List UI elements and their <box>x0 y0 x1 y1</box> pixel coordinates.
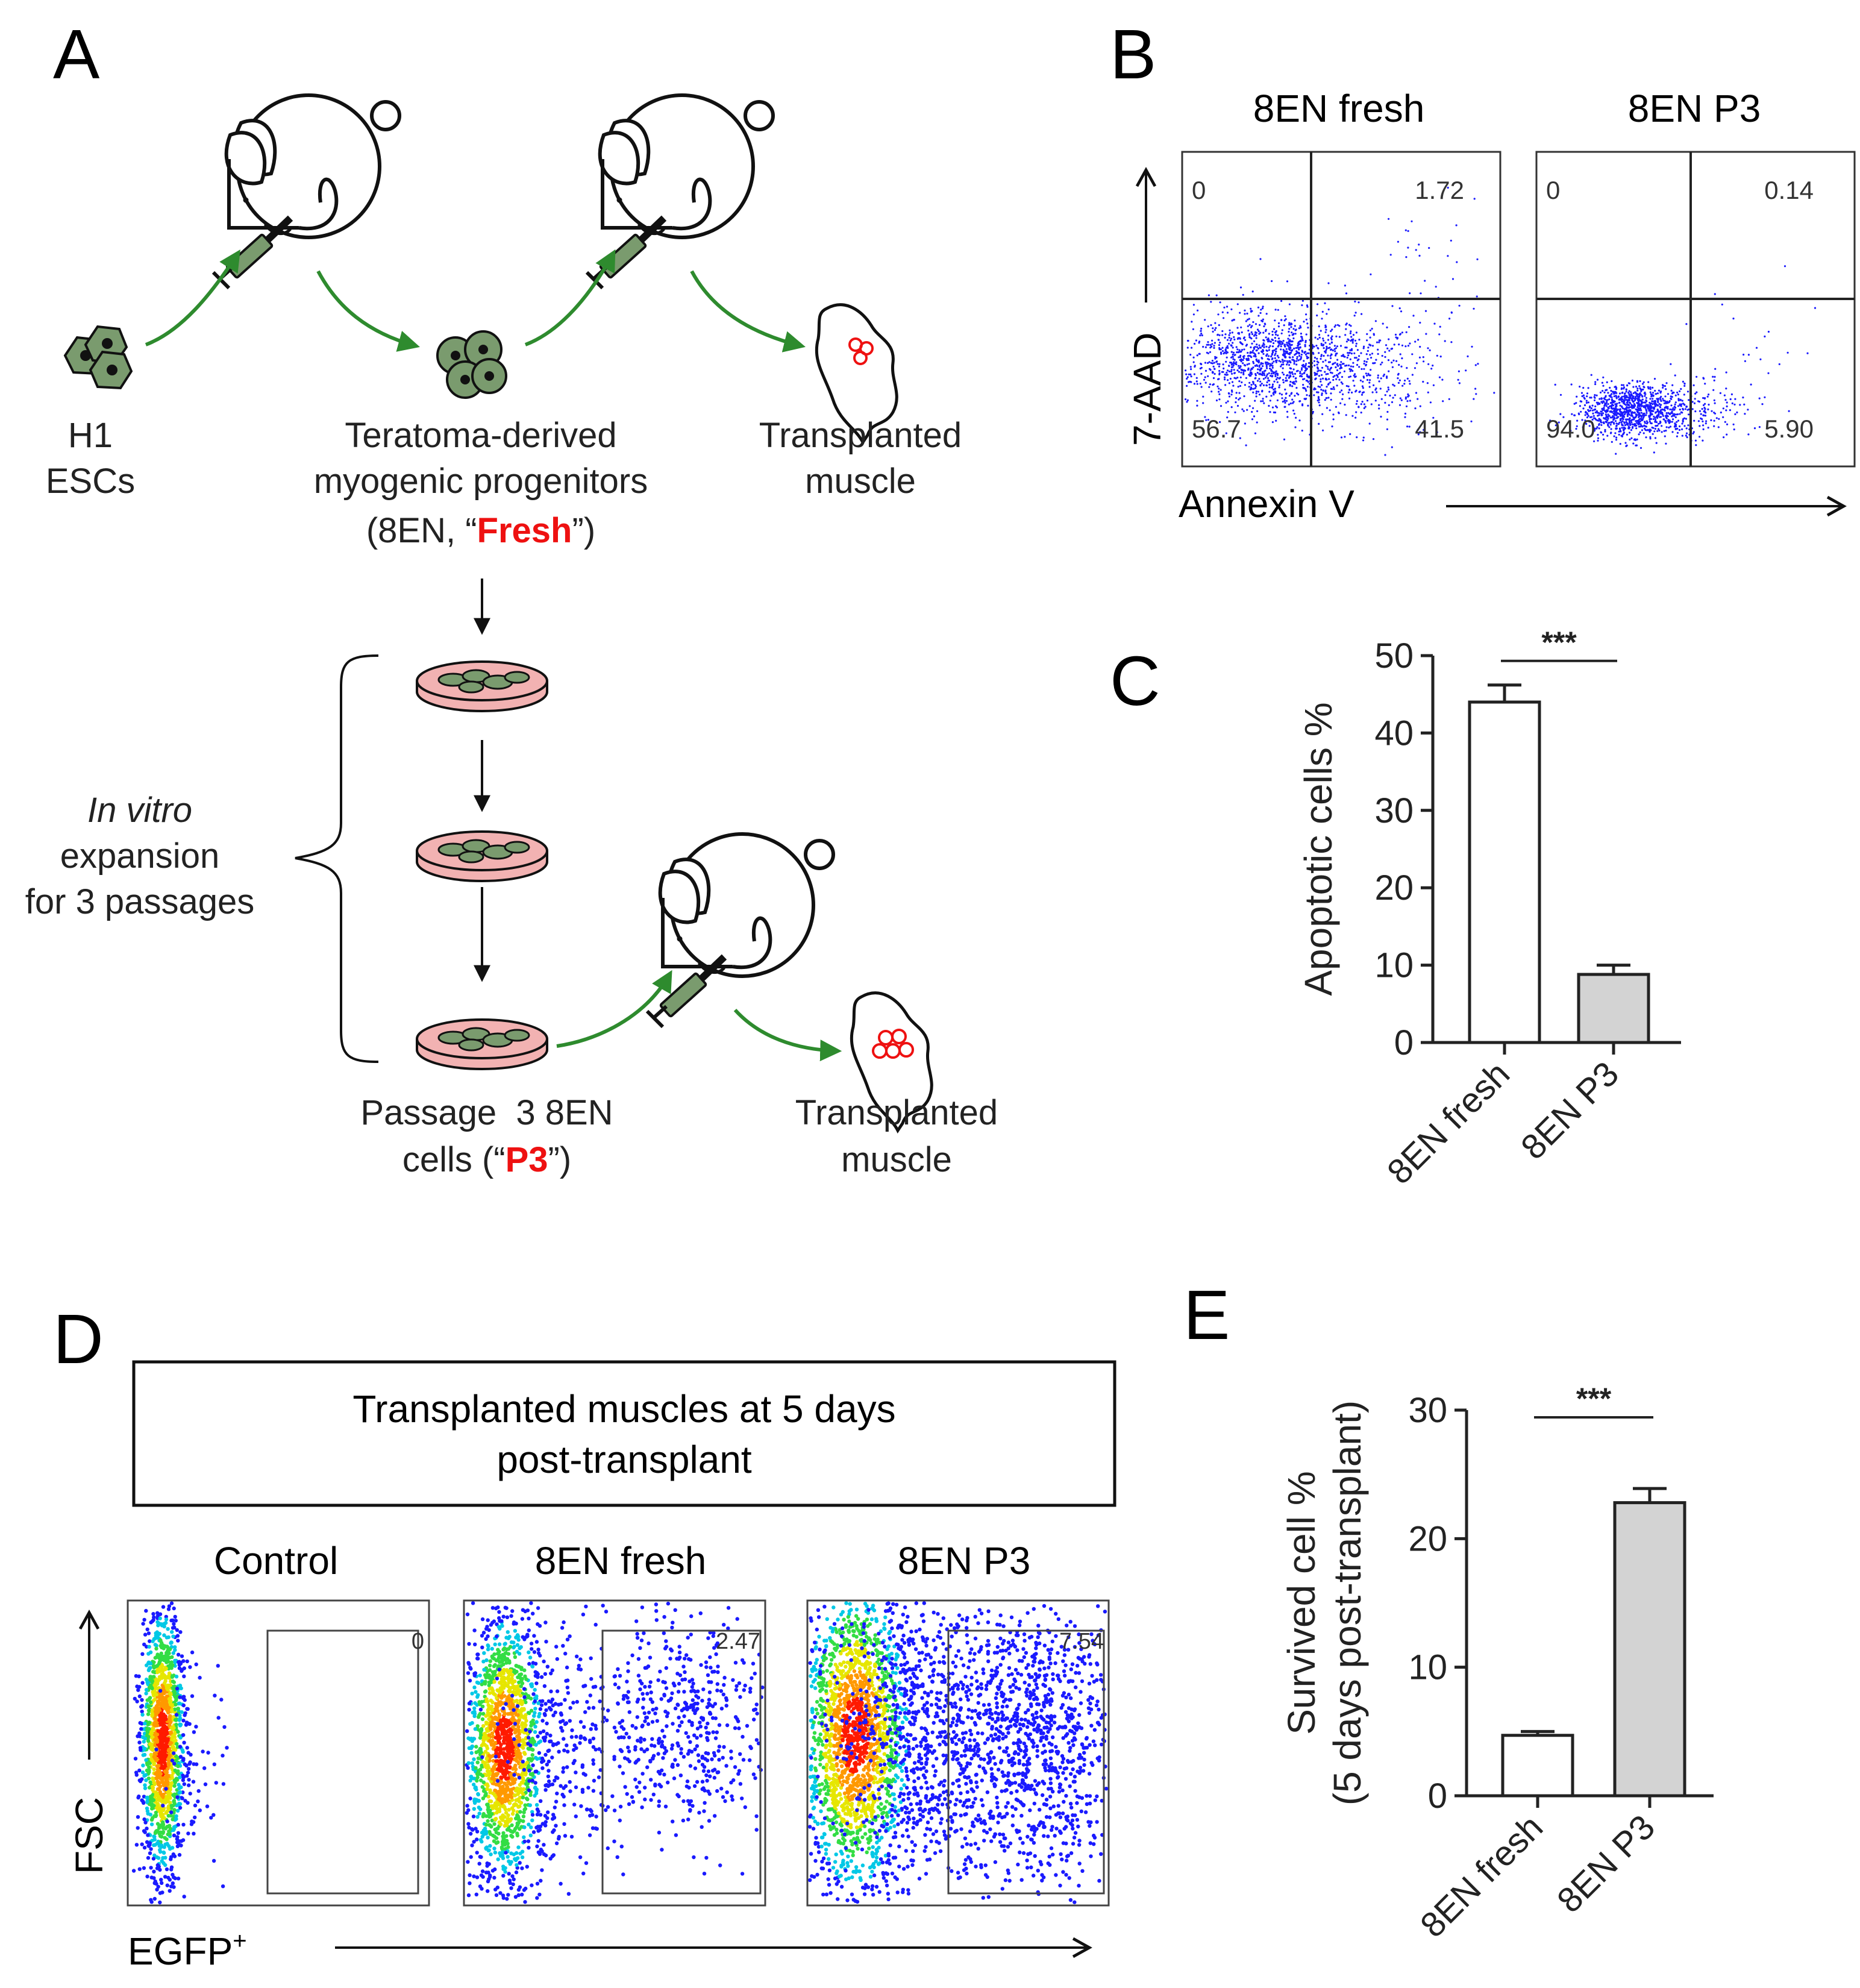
event-dots <box>1549 265 1817 455</box>
flow-title: 8EN fresh <box>535 1539 707 1582</box>
y-tick-label: 10 <box>1408 1648 1447 1687</box>
significance-label: *** <box>1576 1382 1612 1416</box>
quadrant-value: 41.5 <box>1415 415 1464 443</box>
teratoma-label: Teratoma-derived <box>345 416 616 455</box>
flow-plot-egfp-control <box>127 1599 430 1907</box>
flow-plot-egfp-fresh <box>463 1599 766 1907</box>
header-box-text: post-transplant <box>496 1438 752 1481</box>
transplanted-muscle-label: Transplanted <box>759 416 962 455</box>
y-axis-title: (5 days post-transplant) <box>1326 1400 1369 1805</box>
y-tick-label: 10 <box>1374 946 1414 985</box>
expansion-label: for 3 passages <box>25 882 254 921</box>
panel-a-letter: A <box>53 15 100 93</box>
panel-c-letter: C <box>1110 642 1160 720</box>
significance-label: *** <box>1541 626 1577 659</box>
escs-label: ESCs <box>46 462 135 501</box>
header-box-text: Transplanted muscles at 5 days <box>352 1387 895 1431</box>
mouse-icon <box>647 834 833 1027</box>
y-tick-label: 20 <box>1374 868 1414 908</box>
header-box <box>132 1360 1116 1507</box>
event-dots <box>808 1601 1109 1904</box>
quadrant-value: 0.14 <box>1764 176 1814 204</box>
event-dots <box>1185 186 1495 456</box>
green-arrow <box>316 270 420 352</box>
y-axis-label: 7-AAD <box>1126 333 1169 447</box>
x-tick-label: 8EN fresh <box>1413 1807 1550 1945</box>
x-axis-label: Annexin V <box>1179 482 1354 525</box>
progenitor-cells-icon <box>436 330 507 399</box>
y-tick-label: 20 <box>1408 1519 1447 1558</box>
dish-icon <box>416 660 548 712</box>
flow-plot-annexin-p3 <box>1535 151 1856 468</box>
transplanted-muscle-label: muscle <box>841 1140 952 1179</box>
fresh-label: (8EN, “Fresh”) <box>366 511 595 550</box>
dish-icon <box>416 830 548 882</box>
y-axis-title: Survived cell % <box>1280 1471 1323 1735</box>
flow-title: 8EN P3 <box>898 1539 1031 1582</box>
in-vitro-label: In vitro <box>87 791 192 830</box>
y-tick-label: 30 <box>1374 791 1414 830</box>
y-tick-label: 40 <box>1374 713 1414 753</box>
y-tick-label: 0 <box>1394 1023 1414 1062</box>
quadrant-value: 56.7 <box>1192 415 1241 443</box>
event-dots <box>465 1601 765 1904</box>
x-tick-label: 8EN P3 <box>1550 1807 1662 1920</box>
quadrant-value: 94.0 <box>1546 415 1595 443</box>
transplanted-muscle-label: Transplanted <box>795 1093 998 1132</box>
y-tick-label: 30 <box>1408 1391 1447 1430</box>
gate-value: 7.54 <box>1059 1629 1104 1654</box>
x-axis-label: EGFP+ <box>128 1928 247 1973</box>
y-tick-label: 50 <box>1374 636 1414 676</box>
mouse-icon <box>587 95 773 288</box>
mouse-icon <box>213 95 399 288</box>
passage-label: Passage 3 8EN <box>360 1093 613 1132</box>
x-tick-label: 8EN fresh <box>1380 1054 1517 1191</box>
y-axis-title: Apoptotic cells % <box>1297 702 1340 996</box>
flow-title: 8EN P3 <box>1628 87 1761 130</box>
green-arrow <box>145 249 240 346</box>
y-axis-label: FSC <box>67 1797 111 1874</box>
green-arrow <box>733 1008 842 1062</box>
p3-label: cells (“P3”) <box>402 1140 571 1179</box>
bracket <box>295 654 379 1063</box>
quadrant-value: 5.90 <box>1764 415 1814 443</box>
gate-value: 0 <box>412 1629 424 1654</box>
quadrant-value: 0 <box>1546 176 1560 204</box>
quadrant-value: 0 <box>1192 176 1206 204</box>
quadrant-value: 1.72 <box>1415 176 1464 204</box>
panel-e-letter: E <box>1183 1276 1230 1354</box>
green-arrow <box>556 970 672 1048</box>
panel-d-letter: D <box>53 1300 104 1378</box>
bar <box>1577 973 1650 1044</box>
green-arrow <box>524 249 616 346</box>
y-tick-label: 0 <box>1428 1776 1447 1816</box>
esc-cells-icon <box>64 325 133 389</box>
flow-title: 8EN fresh <box>1253 87 1425 130</box>
bar <box>1501 1734 1574 1798</box>
teratoma-label: myogenic progenitors <box>314 462 648 501</box>
flow-title: Control <box>214 1539 338 1582</box>
bar <box>1468 700 1541 1044</box>
green-arrow <box>690 270 806 353</box>
dish-icon <box>416 1018 548 1070</box>
flow-plot-annexin-fresh <box>1181 151 1501 468</box>
transplanted-muscle-label: muscle <box>805 462 916 501</box>
gate-value: 2.47 <box>716 1629 760 1654</box>
expansion-label: expansion <box>60 836 219 876</box>
flow-plot-egfp-p3 <box>806 1599 1110 1907</box>
event-dots <box>131 1601 229 1905</box>
bar <box>1613 1501 1686 1798</box>
panel-b-letter: B <box>1110 15 1156 93</box>
h1-label: H1 <box>68 416 113 455</box>
x-tick-label: 8EN P3 <box>1514 1054 1626 1167</box>
